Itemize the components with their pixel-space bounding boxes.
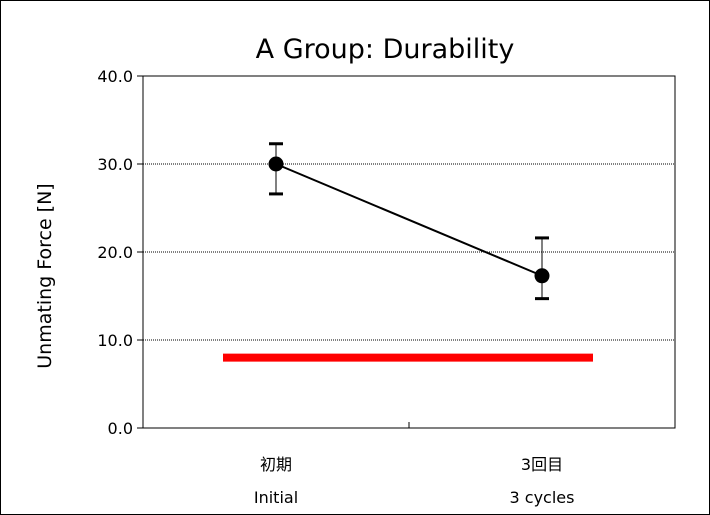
series-layer [268,142,550,301]
series-line-0 [275,163,543,277]
data-point-1 [534,268,550,284]
y-axis-title: Unmating Force [N] [34,183,56,368]
y-tick-label-1: 10.0 [97,331,133,350]
y-tick-label-0: 0.0 [108,419,133,438]
data-point-0 [268,156,284,172]
y-tick-labels: 0.0 10.0 20.0 30.0 40.0 [97,67,133,438]
x-tick-label-ja-1: 3回目 [521,455,563,474]
x-tick-label-en-1: 3 cycles [510,488,575,507]
x-tick-label-en-0: Initial [254,488,298,507]
y-tick-label-3: 30.0 [97,155,133,174]
chart-title: A Group: Durability [256,34,515,65]
y-tick-label-4: 40.0 [97,67,133,86]
grid-lines [143,163,675,341]
x-tick-label-ja-0: 初期 [260,455,292,474]
axes [137,75,676,429]
x-tick-labels: 初期 Initial 3回目 3 cycles [254,455,575,507]
y-tick-label-2: 20.0 [97,243,133,262]
